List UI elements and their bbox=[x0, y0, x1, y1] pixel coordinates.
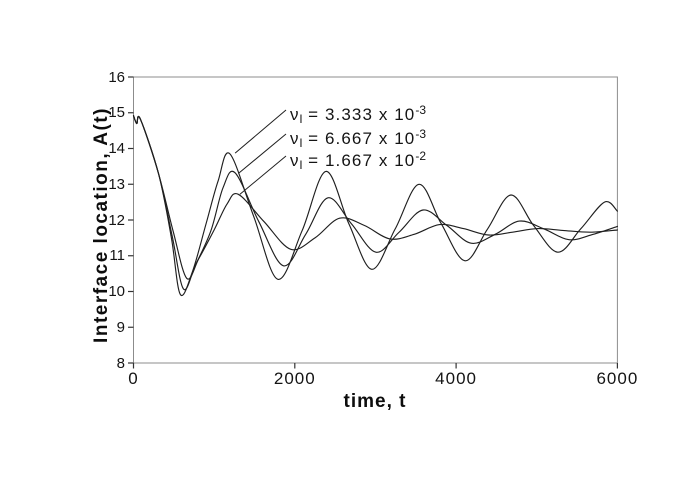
y-tick-label: 14 bbox=[108, 140, 125, 157]
y-tick-label: 15 bbox=[108, 104, 125, 122]
y-tick-label: 16 bbox=[108, 68, 125, 86]
nu-symbol: ν bbox=[290, 151, 300, 170]
annotation-leader-line bbox=[239, 155, 287, 195]
nu-subscript: l bbox=[299, 158, 303, 172]
annotation-leader-line bbox=[238, 133, 287, 174]
series-annotation-1: νl = 3.333 x 10-3 bbox=[290, 100, 426, 129]
nu-subscript: l bbox=[299, 136, 303, 150]
y-tick-label: 11 bbox=[109, 247, 125, 265]
y-tick-label: 9 bbox=[116, 318, 125, 336]
series-line-2 bbox=[132, 115, 618, 291]
x-axis-title: time, t bbox=[343, 391, 407, 412]
annotation-exponent: -2 bbox=[415, 149, 427, 163]
nu-symbol: ν bbox=[290, 105, 300, 124]
series-line-3 bbox=[132, 115, 618, 280]
annotation-value: = 6.667 x 10 bbox=[302, 129, 416, 148]
y-tick-label: 13 bbox=[108, 175, 125, 193]
annotation-value: = 3.333 x 10 bbox=[302, 105, 416, 124]
y-tick-label: 8 bbox=[116, 354, 125, 372]
x-tick-label: 4000 bbox=[435, 369, 477, 388]
annotation-exponent: -3 bbox=[415, 127, 427, 141]
annotation-value: = 1.667 x 10 bbox=[302, 151, 416, 170]
series-annotation-2: νl = 6.667 x 10-3 bbox=[290, 124, 426, 153]
annotation-exponent: -3 bbox=[415, 103, 427, 117]
y-tick-label: 12 bbox=[108, 211, 125, 229]
x-tick-label: 6000 bbox=[596, 369, 639, 388]
y-tick-label: 10 bbox=[108, 283, 125, 300]
x-tick-label: 2000 bbox=[273, 369, 316, 388]
nu-symbol: ν bbox=[290, 129, 300, 148]
annotation-leader-line bbox=[234, 109, 287, 154]
series-line-1 bbox=[132, 115, 618, 297]
nu-subscript: l bbox=[299, 112, 303, 126]
x-tick-label: 0 bbox=[128, 369, 139, 388]
series-annotation-3: νl = 1.667 x 10-2 bbox=[290, 146, 426, 175]
